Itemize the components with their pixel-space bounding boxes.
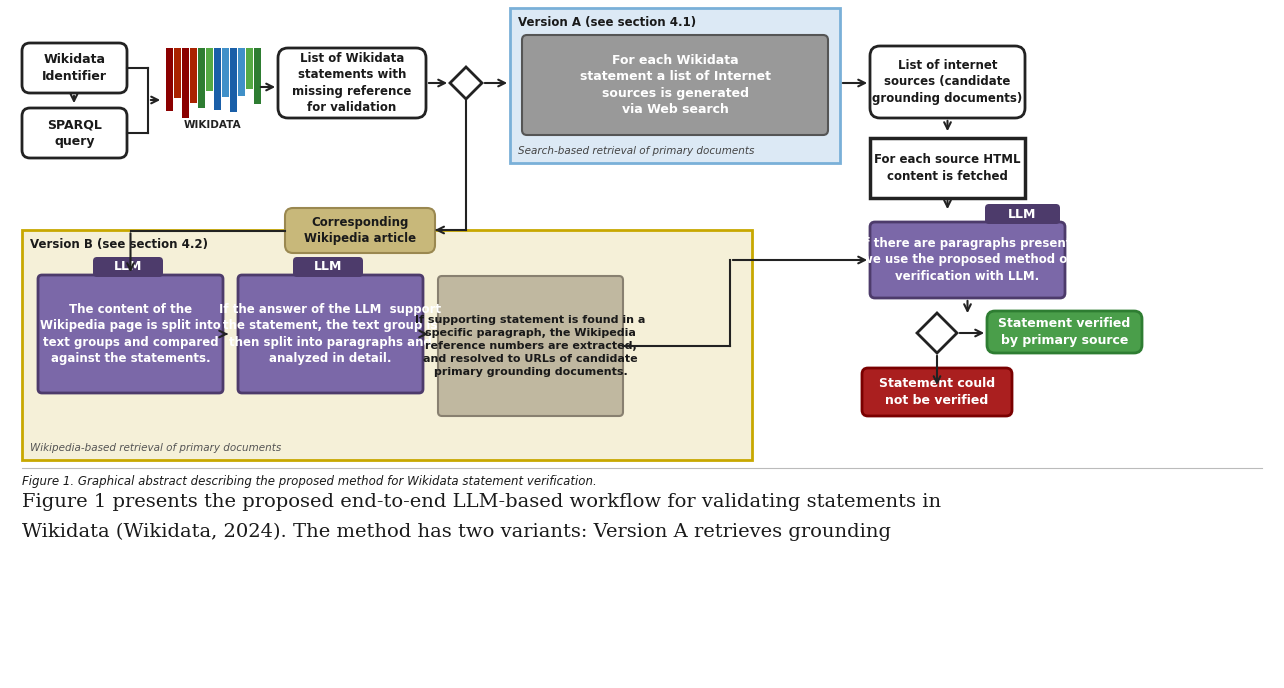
FancyBboxPatch shape (293, 257, 363, 277)
Bar (238, 48, 244, 96)
Text: For each Wikidata
statement a list of Internet
sources is generated
via Web sear: For each Wikidata statement a list of In… (579, 54, 770, 116)
Text: Version B (see section 4.2): Version B (see section 4.2) (30, 238, 208, 251)
FancyBboxPatch shape (285, 208, 435, 253)
Bar (213, 48, 221, 109)
FancyBboxPatch shape (523, 35, 828, 135)
FancyBboxPatch shape (438, 276, 623, 416)
Bar (871, 138, 1025, 198)
Text: Wikidata
Identifier: Wikidata Identifier (42, 53, 107, 83)
Bar (181, 48, 189, 118)
Text: For each source HTML
content is fetched: For each source HTML content is fetched (874, 153, 1021, 183)
Text: Version A (see section 4.1): Version A (see section 4.1) (517, 16, 696, 29)
Bar (245, 48, 253, 89)
Bar (222, 48, 229, 97)
Text: LLM: LLM (313, 261, 343, 274)
Text: Wikipedia-based retrieval of primary documents: Wikipedia-based retrieval of primary doc… (30, 443, 281, 453)
Text: List of Wikidata
statements with
missing reference
for validation: List of Wikidata statements with missing… (293, 52, 412, 114)
Bar (205, 48, 212, 92)
Text: LLM: LLM (1008, 208, 1036, 220)
FancyBboxPatch shape (22, 108, 127, 158)
FancyBboxPatch shape (862, 368, 1012, 416)
Text: If there are paragraphs present,
we use the proposed method of
verification with: If there are paragraphs present, we use … (859, 237, 1076, 283)
Bar (173, 48, 181, 98)
Bar (166, 48, 172, 111)
Text: If the answer of the LLM  support
the statement, the text group is
then split in: If the answer of the LLM support the sta… (220, 303, 442, 365)
Text: LLM: LLM (114, 261, 143, 274)
Text: SPARQL
query: SPARQL query (48, 118, 101, 148)
FancyBboxPatch shape (985, 204, 1061, 224)
Text: List of internet
sources (candidate
grounding documents): List of internet sources (candidate grou… (872, 59, 1022, 105)
Text: Statement verified
by primary source: Statement verified by primary source (999, 317, 1131, 347)
Text: Figure 1. Graphical abstract describing the proposed method for Wikidata stateme: Figure 1. Graphical abstract describing … (22, 475, 597, 488)
Text: Search-based retrieval of primary documents: Search-based retrieval of primary docume… (517, 146, 755, 156)
Text: Corresponding
Wikipedia article: Corresponding Wikipedia article (304, 216, 416, 245)
FancyBboxPatch shape (510, 8, 840, 163)
Polygon shape (917, 313, 957, 353)
Text: The content of the
Wikipedia page is split into
text groups and compared
against: The content of the Wikipedia page is spl… (40, 303, 221, 365)
FancyBboxPatch shape (39, 275, 223, 393)
Bar (198, 48, 204, 107)
FancyBboxPatch shape (22, 230, 752, 460)
FancyBboxPatch shape (238, 275, 422, 393)
FancyBboxPatch shape (22, 43, 127, 93)
Text: If supporting statement is found in a
specific paragraph, the Wikipedia
referenc: If supporting statement is found in a sp… (415, 315, 646, 376)
Text: Statement could
not be verified: Statement could not be verified (880, 377, 995, 407)
FancyBboxPatch shape (871, 222, 1064, 298)
FancyBboxPatch shape (987, 311, 1141, 353)
Text: WIKIDATA: WIKIDATA (184, 120, 241, 130)
FancyBboxPatch shape (92, 257, 163, 277)
Text: Figure 1 presents the proposed end-to-end LLM-based workflow for validating stat: Figure 1 presents the proposed end-to-en… (22, 493, 941, 541)
Bar (253, 48, 261, 104)
Bar (230, 48, 236, 112)
Bar (190, 48, 196, 103)
Polygon shape (449, 67, 482, 99)
FancyBboxPatch shape (871, 46, 1025, 118)
FancyBboxPatch shape (279, 48, 426, 118)
